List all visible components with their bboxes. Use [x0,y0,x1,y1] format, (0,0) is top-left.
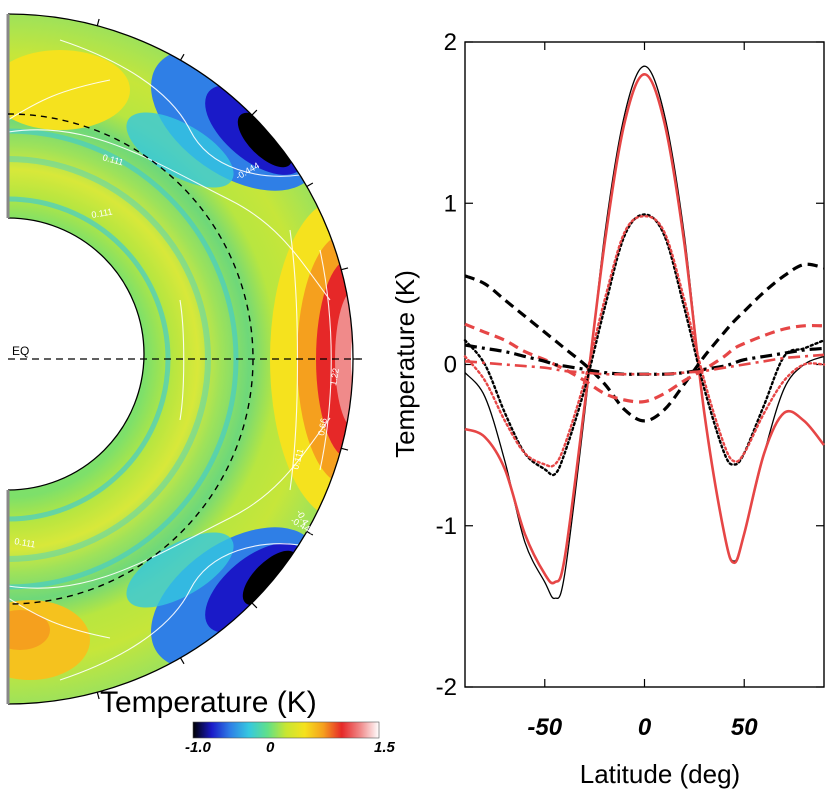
series-line-black-dotted [463,213,826,477]
series-line-red-dash-dot [464,353,825,376]
warm-core-south [8,610,50,650]
y-tick-label: -1 [436,513,457,540]
contour-line [8,79,111,121]
colorbar-mid-label: 0 [266,739,275,756]
y-axis-label: Temperature (K) [390,270,420,458]
colorbar-min-label: -1.0 [185,739,212,756]
contour-line [59,39,301,177]
series-line-black-dashed [464,262,825,423]
y-tick-label: 2 [444,29,457,56]
equator-label: EQ [12,344,29,358]
contour-label: 0.66 [316,417,329,436]
contour-line [289,229,299,491]
y-tick-label: 1 [444,190,457,217]
colorbar: Temperature (K) -1.0 0 1.5 [100,686,396,756]
tangent-cylinder-dashed [7,113,254,605]
cyan-band-north [126,112,234,188]
contour-line [319,249,332,471]
contour-label: 1.22 [328,367,341,386]
x-axis-label: Latitude (deg) [580,759,740,789]
boundary-tick [251,109,258,116]
meridional-temperature-panel: EQ 0.00 0.111 -0.444 -0.444 0.111 -0.4 0… [6,13,396,756]
contour-line [59,543,301,681]
colorbar-title: Temperature (K) [100,686,317,719]
colorbar-max-label: 1.5 [374,739,396,756]
x-tick-label: 50 [731,714,758,741]
boundary-tick [341,267,349,271]
black-core-north [237,112,293,168]
temperature-field [8,14,353,704]
contour-line [179,299,185,421]
cyan-band-south [126,532,234,608]
y-tick-label: -2 [436,674,457,701]
boundary-tick [251,602,258,609]
black-core-south [242,550,298,606]
y-tick-label: 0 [444,352,457,379]
series-line-red-solid [464,72,826,585]
latitude-profile-chart: -2 -1 0 1 2 -50 0 50 Temperature (K) Latitude (… [390,29,826,789]
boundary-ticks [96,18,360,700]
contour-label: 0.111 [91,206,114,220]
boundary-tick [306,182,314,188]
equatorial-pink [335,289,353,429]
contour-labels: 0.00 0.111 -0.444 -0.444 0.111 -0.4 0.11… [14,39,341,550]
contour-line [8,129,331,301]
contour-label: 0.111 [14,536,37,550]
series-line-red-dotted [463,214,826,468]
boundary-tick [179,657,185,665]
x-tick-label: -50 [527,714,562,741]
outer-boundary [7,13,354,705]
inner-boundary [7,217,145,491]
boundary-tick [96,692,100,700]
band-ring-2 [8,156,211,562]
plot-frame [464,41,825,688]
boundary-tick [96,18,100,26]
series-lines [463,65,826,600]
contour-line [8,417,331,589]
x-tick-label: 0 [638,714,652,741]
series-line-red-dashed [464,322,825,404]
boundary-tick [306,530,314,536]
boundary-tick [341,447,349,451]
colorbar-strip [192,721,380,739]
boundary-tick [179,53,185,61]
